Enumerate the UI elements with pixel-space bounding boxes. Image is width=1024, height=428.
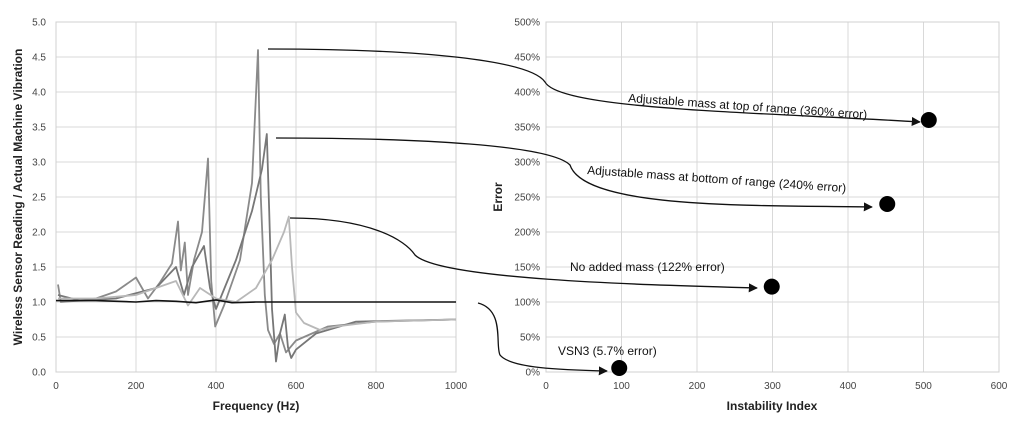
left-series-group bbox=[56, 49, 457, 363]
annotation-vsn3: VSN3 (5.7% error) bbox=[558, 344, 657, 358]
left-y-axis-title: Wireless Sensor Reading / Actual Machine… bbox=[11, 49, 25, 346]
right-x-tick-label: 600 bbox=[991, 381, 1008, 392]
right-y-axis-title: Error bbox=[491, 182, 505, 212]
right-x-tick-label: 0 bbox=[543, 381, 549, 392]
right-points-group bbox=[611, 112, 937, 377]
right-x-tick-labels: 0 100 200 300 400 500 600 bbox=[543, 381, 1008, 392]
connector-arrow-no-mass bbox=[289, 217, 758, 293]
scatter-point bbox=[763, 278, 780, 295]
series-line-adjustable-mass-at-top-of-range bbox=[57, 49, 457, 354]
scatter-point bbox=[879, 196, 896, 212]
instability-error-chart: 0% 50% 100% 150% 200% 250% 300% 350% 400% 450% 500… bbox=[491, 18, 1008, 414]
annotation-no-added-mass: No added mass (122% error) bbox=[570, 260, 725, 274]
left-y-tick-label: 2.5 bbox=[32, 193, 46, 204]
right-y-tick-label: 150% bbox=[514, 263, 540, 274]
annotation-bottom-range: Adjustable mass at bottom of range (240%… bbox=[587, 163, 847, 195]
right-y-tick-label: 350% bbox=[514, 123, 540, 134]
left-plot-frame bbox=[55, 21, 457, 373]
connector-arrow-vsn3 bbox=[477, 302, 608, 376]
right-x-tick-label: 200 bbox=[689, 381, 706, 392]
left-y-tick-label: 0.0 bbox=[32, 368, 46, 379]
right-gridlines bbox=[545, 21, 1000, 373]
right-x-tick-label: 400 bbox=[840, 381, 857, 392]
left-y-tick-label: 3.0 bbox=[32, 158, 46, 169]
right-y-tick-label: 100% bbox=[514, 298, 540, 309]
series-line-adjustable-mass-at-bottom-of-range bbox=[57, 133, 457, 363]
right-plot-frame bbox=[545, 21, 1000, 373]
right-x-tick-label: 500 bbox=[915, 381, 932, 392]
right-y-tick-label: 250% bbox=[514, 193, 540, 204]
left-y-tick-label: 2.0 bbox=[32, 228, 46, 239]
left-y-tick-label: 4.5 bbox=[32, 53, 46, 64]
left-y-tick-label: 4.0 bbox=[32, 88, 46, 99]
right-annotations: Adjustable mass at top of range (360% er… bbox=[558, 91, 868, 358]
right-x-tick-label: 300 bbox=[764, 381, 781, 392]
left-y-tick-label: 3.5 bbox=[32, 123, 46, 134]
left-x-tick-label: 800 bbox=[368, 381, 385, 392]
right-y-tick-label: 0% bbox=[526, 368, 541, 379]
right-y-tick-label: 500% bbox=[514, 18, 540, 29]
right-y-tick-label: 300% bbox=[514, 158, 540, 169]
right-x-axis-title: Instability Index bbox=[727, 399, 818, 413]
left-x-tick-label: 1000 bbox=[445, 381, 468, 392]
series-line-no-added-mass bbox=[58, 215, 457, 331]
left-y-tick-label: 5.0 bbox=[32, 18, 46, 29]
right-y-tick-labels: 0% 50% 100% 150% 200% 250% 300% 350% 400% 450% 500… bbox=[514, 18, 540, 379]
right-y-tick-label: 400% bbox=[514, 88, 540, 99]
left-x-tick-label: 0 bbox=[53, 381, 59, 392]
frequency-response-chart: 0.0 0.5 1.0 1.5 2.0 2.5 3.0 3.5 4.0 4.5 5.0 0 200 40… bbox=[11, 18, 468, 414]
left-x-tick-label: 400 bbox=[208, 381, 225, 392]
connector-arrow-top bbox=[267, 48, 921, 127]
left-x-axis-title: Frequency (Hz) bbox=[213, 399, 300, 413]
left-x-tick-label: 200 bbox=[128, 381, 145, 392]
connector-arrows bbox=[267, 48, 921, 376]
connector-arrow-bottom bbox=[275, 137, 873, 212]
scatter-point bbox=[920, 112, 937, 128]
left-y-tick-label: 1.5 bbox=[32, 263, 46, 274]
right-x-tick-label: 100 bbox=[613, 381, 630, 392]
left-x-tick-labels: 0 200 400 600 800 1000 bbox=[53, 381, 467, 392]
right-y-tick-label: 200% bbox=[514, 228, 540, 239]
left-x-tick-label: 600 bbox=[288, 381, 305, 392]
series-line-vsn3 bbox=[56, 299, 456, 304]
right-y-tick-label: 450% bbox=[514, 53, 540, 64]
left-y-tick-label: 0.5 bbox=[32, 333, 46, 344]
left-y-tick-label: 1.0 bbox=[32, 298, 46, 309]
scatter-point bbox=[611, 360, 628, 377]
annotation-top-range: Adjustable mass at top of range (360% er… bbox=[628, 91, 868, 122]
left-y-tick-labels: 0.0 0.5 1.0 1.5 2.0 2.5 3.0 3.5 4.0 4.5 5.0 bbox=[32, 18, 46, 379]
right-y-tick-label: 50% bbox=[520, 333, 540, 344]
